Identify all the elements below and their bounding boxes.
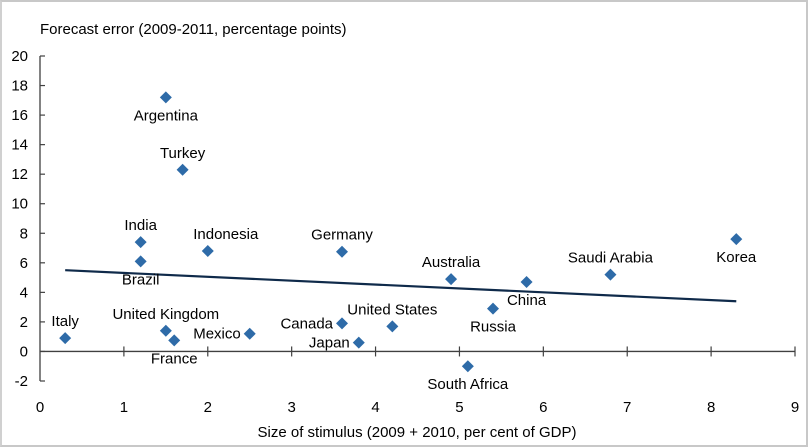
point-japan [352,336,365,349]
point-italy [59,332,72,345]
point-turkey [176,163,189,176]
x-tick-label: 0 [36,399,44,416]
point-korea [730,233,743,246]
point-label: Saudi Arabia [568,250,654,267]
point-australia [445,273,458,286]
point-germany [336,245,348,258]
point-china [520,276,533,289]
y-axis-title: Forecast error (2009-2011, percentage po… [40,21,347,38]
y-tick-label: 12 [11,166,28,183]
point-label: India [124,217,157,234]
point-argentina [159,91,172,104]
point-label: South Africa [427,376,509,393]
trendline [65,269,737,303]
x-tick-label: 2 [204,399,212,416]
y-tick-label: 6 [20,255,28,272]
x-axis-title: Size of stimulus (2009 + 2010, per cent … [258,424,577,441]
y-tick-label: 0 [20,343,28,360]
x-tick-label: 7 [623,399,631,416]
x-tick-label: 1 [120,399,128,416]
point-mexico [243,327,256,340]
point-united-states [386,320,399,333]
point-saudi-arabia [604,268,617,281]
point-south-africa [461,360,474,373]
x-tick-label: 9 [791,399,799,416]
y-tick-label: 8 [20,225,28,242]
point-label: Canada [280,315,333,332]
y-tick-label: 4 [20,284,28,301]
x-tick-label: 5 [455,399,463,416]
x-tick-label: 4 [371,399,379,416]
point-label: Italy [51,313,79,330]
point-indonesia [201,245,214,257]
y-tick-label: 16 [11,107,28,124]
point-france [168,334,181,347]
point-label: Argentina [134,107,199,124]
point-label: United States [347,301,437,318]
point-label: United Kingdom [112,306,219,323]
point-brazil [134,255,147,268]
point-label: Korea [716,249,757,266]
y-tick-label: 18 [11,78,28,95]
x-tick-label: 8 [707,399,715,416]
y-tick-label: 2 [20,314,28,331]
y-tick-label: 10 [11,196,28,213]
point-label: Australia [422,254,481,271]
point-label: Turkey [160,145,206,162]
point-india [134,236,147,249]
point-canada [336,317,348,330]
point-label: Russia [470,319,517,336]
x-tick-label: 3 [287,399,295,416]
point-label: Indonesia [193,226,259,243]
point-label: Japan [309,335,350,352]
point-label: Germany [311,227,373,244]
y-tick-label: -2 [15,373,28,390]
point-label: Brazil [122,271,160,288]
data-points: Argentina Turkey India Brazil Indonesia Germa… [51,91,757,393]
point-united-kingdom [159,324,172,337]
x-tick-label: 6 [539,399,547,416]
point-label: Mexico [193,326,241,343]
y-tick-label: 20 [11,48,28,65]
point-label: China [507,292,547,309]
point-label: France [151,350,198,367]
point-russia [487,302,499,315]
y-tick-label: 14 [11,137,28,154]
